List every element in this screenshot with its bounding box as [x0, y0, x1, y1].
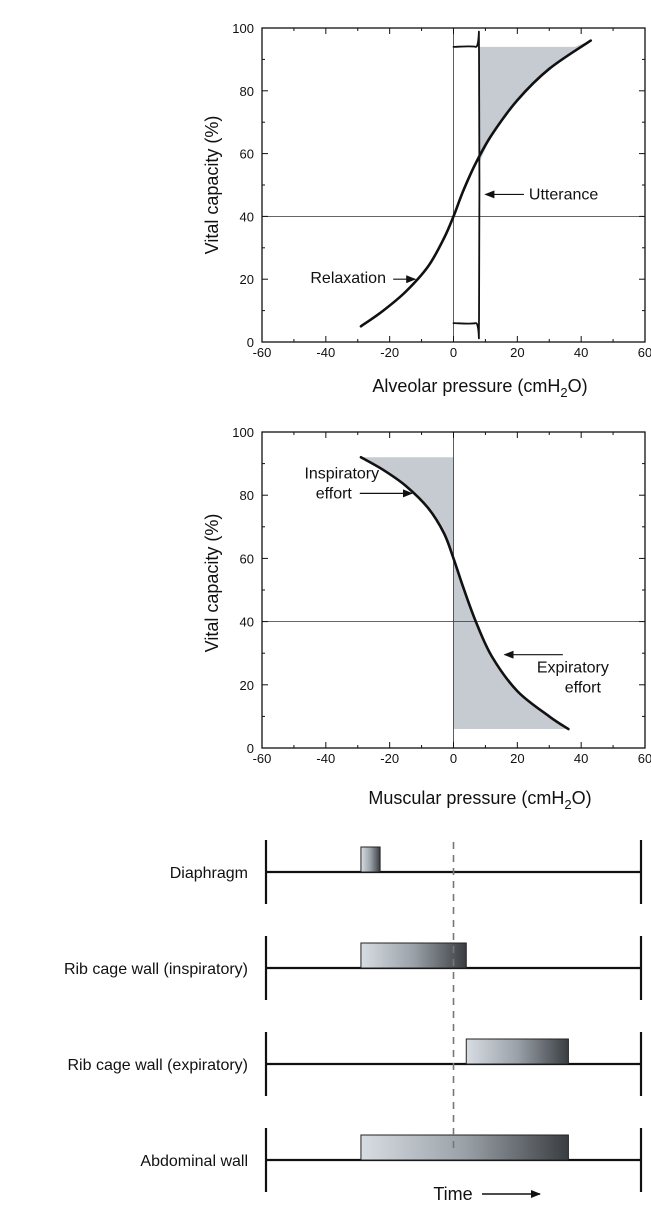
inspiratory-effort-label-line2: effort — [316, 485, 353, 502]
y-tick-label: 0 — [247, 335, 254, 350]
x-tick-label: 0 — [450, 345, 457, 360]
y-tick-label: 0 — [247, 741, 254, 756]
timeline-row: Diaphragm — [170, 840, 643, 904]
activity-bar — [360, 1134, 569, 1161]
y-tick-label: 60 — [240, 147, 254, 162]
x-axis-label: Alveolar pressure (cmH2O) — [372, 376, 587, 400]
activity-bar — [465, 1038, 569, 1065]
y-axis-label: Vital capacity (%) — [202, 116, 222, 255]
expiratory-effort-label-line2: effort — [565, 680, 602, 697]
y-tick-label: 40 — [240, 615, 254, 630]
x-tick-label: -20 — [380, 345, 399, 360]
x-tick-label: 40 — [574, 345, 588, 360]
timeline-row: Rib cage wall (inspiratory) — [64, 936, 643, 1000]
x-tick-label: 60 — [638, 345, 651, 360]
pressure-curve — [359, 455, 570, 731]
y-tick-label: 80 — [240, 84, 254, 99]
relaxation-curve — [359, 39, 593, 328]
row-label: Diaphragm — [170, 865, 248, 882]
timeline-row: Rib cage wall (expiratory) — [67, 1032, 643, 1096]
y-tick-label: 80 — [240, 488, 254, 503]
alveolar-pressure-chart: -60 -40 -20 0 20 40 60 0 20 40 60 80 100 Vital capac… — [202, 21, 651, 400]
x-tick-label: -20 — [380, 751, 399, 766]
expiratory-effort-label: Expiratory — [537, 660, 609, 677]
row-label: Rib cage wall (expiratory) — [67, 1057, 248, 1074]
muscular-pressure-chart: -60 -40 -20 0 20 40 60 0 20 40 60 80 100 Vital capac… — [202, 425, 651, 812]
y-tick-label: 20 — [240, 272, 254, 287]
x-tick-label: -60 — [253, 345, 272, 360]
y-tick-label: 40 — [240, 209, 254, 224]
relaxation-label: Relaxation — [310, 270, 386, 287]
activity-bar — [360, 942, 467, 969]
inspiratory-effort-label: Inspiratory — [304, 465, 379, 482]
x-tick-label: 0 — [450, 751, 457, 766]
x-tick-label: 60 — [638, 751, 651, 766]
muscle-activity-timeline: Diaphragm Rib cage wall (inspiratory) Rib … — [64, 840, 643, 1204]
x-tick-label: 20 — [510, 751, 524, 766]
x-tick-label: -40 — [316, 345, 335, 360]
x-tick-label: -40 — [316, 751, 335, 766]
utterance-curve — [452, 30, 481, 340]
row-label: Abdominal wall — [140, 1153, 248, 1170]
row-label: Rib cage wall (inspiratory) — [64, 961, 248, 978]
y-axis-label: Vital capacity (%) — [202, 514, 222, 653]
activity-bar — [360, 846, 381, 873]
x-tick-label: 20 — [510, 345, 524, 360]
y-tick-label: 20 — [240, 678, 254, 693]
y-tick-label: 100 — [232, 21, 254, 36]
y-tick-label: 100 — [232, 425, 254, 440]
y-tick-label: 60 — [240, 551, 254, 566]
timeline-row: Abdominal wall — [140, 1128, 643, 1192]
time-axis-label: Time — [433, 1184, 472, 1204]
x-axis-label: Muscular pressure (cmH2O) — [368, 788, 591, 812]
x-tick-label: 40 — [574, 751, 588, 766]
x-tick-label: -60 — [253, 751, 272, 766]
utterance-label: Utterance — [529, 186, 598, 203]
